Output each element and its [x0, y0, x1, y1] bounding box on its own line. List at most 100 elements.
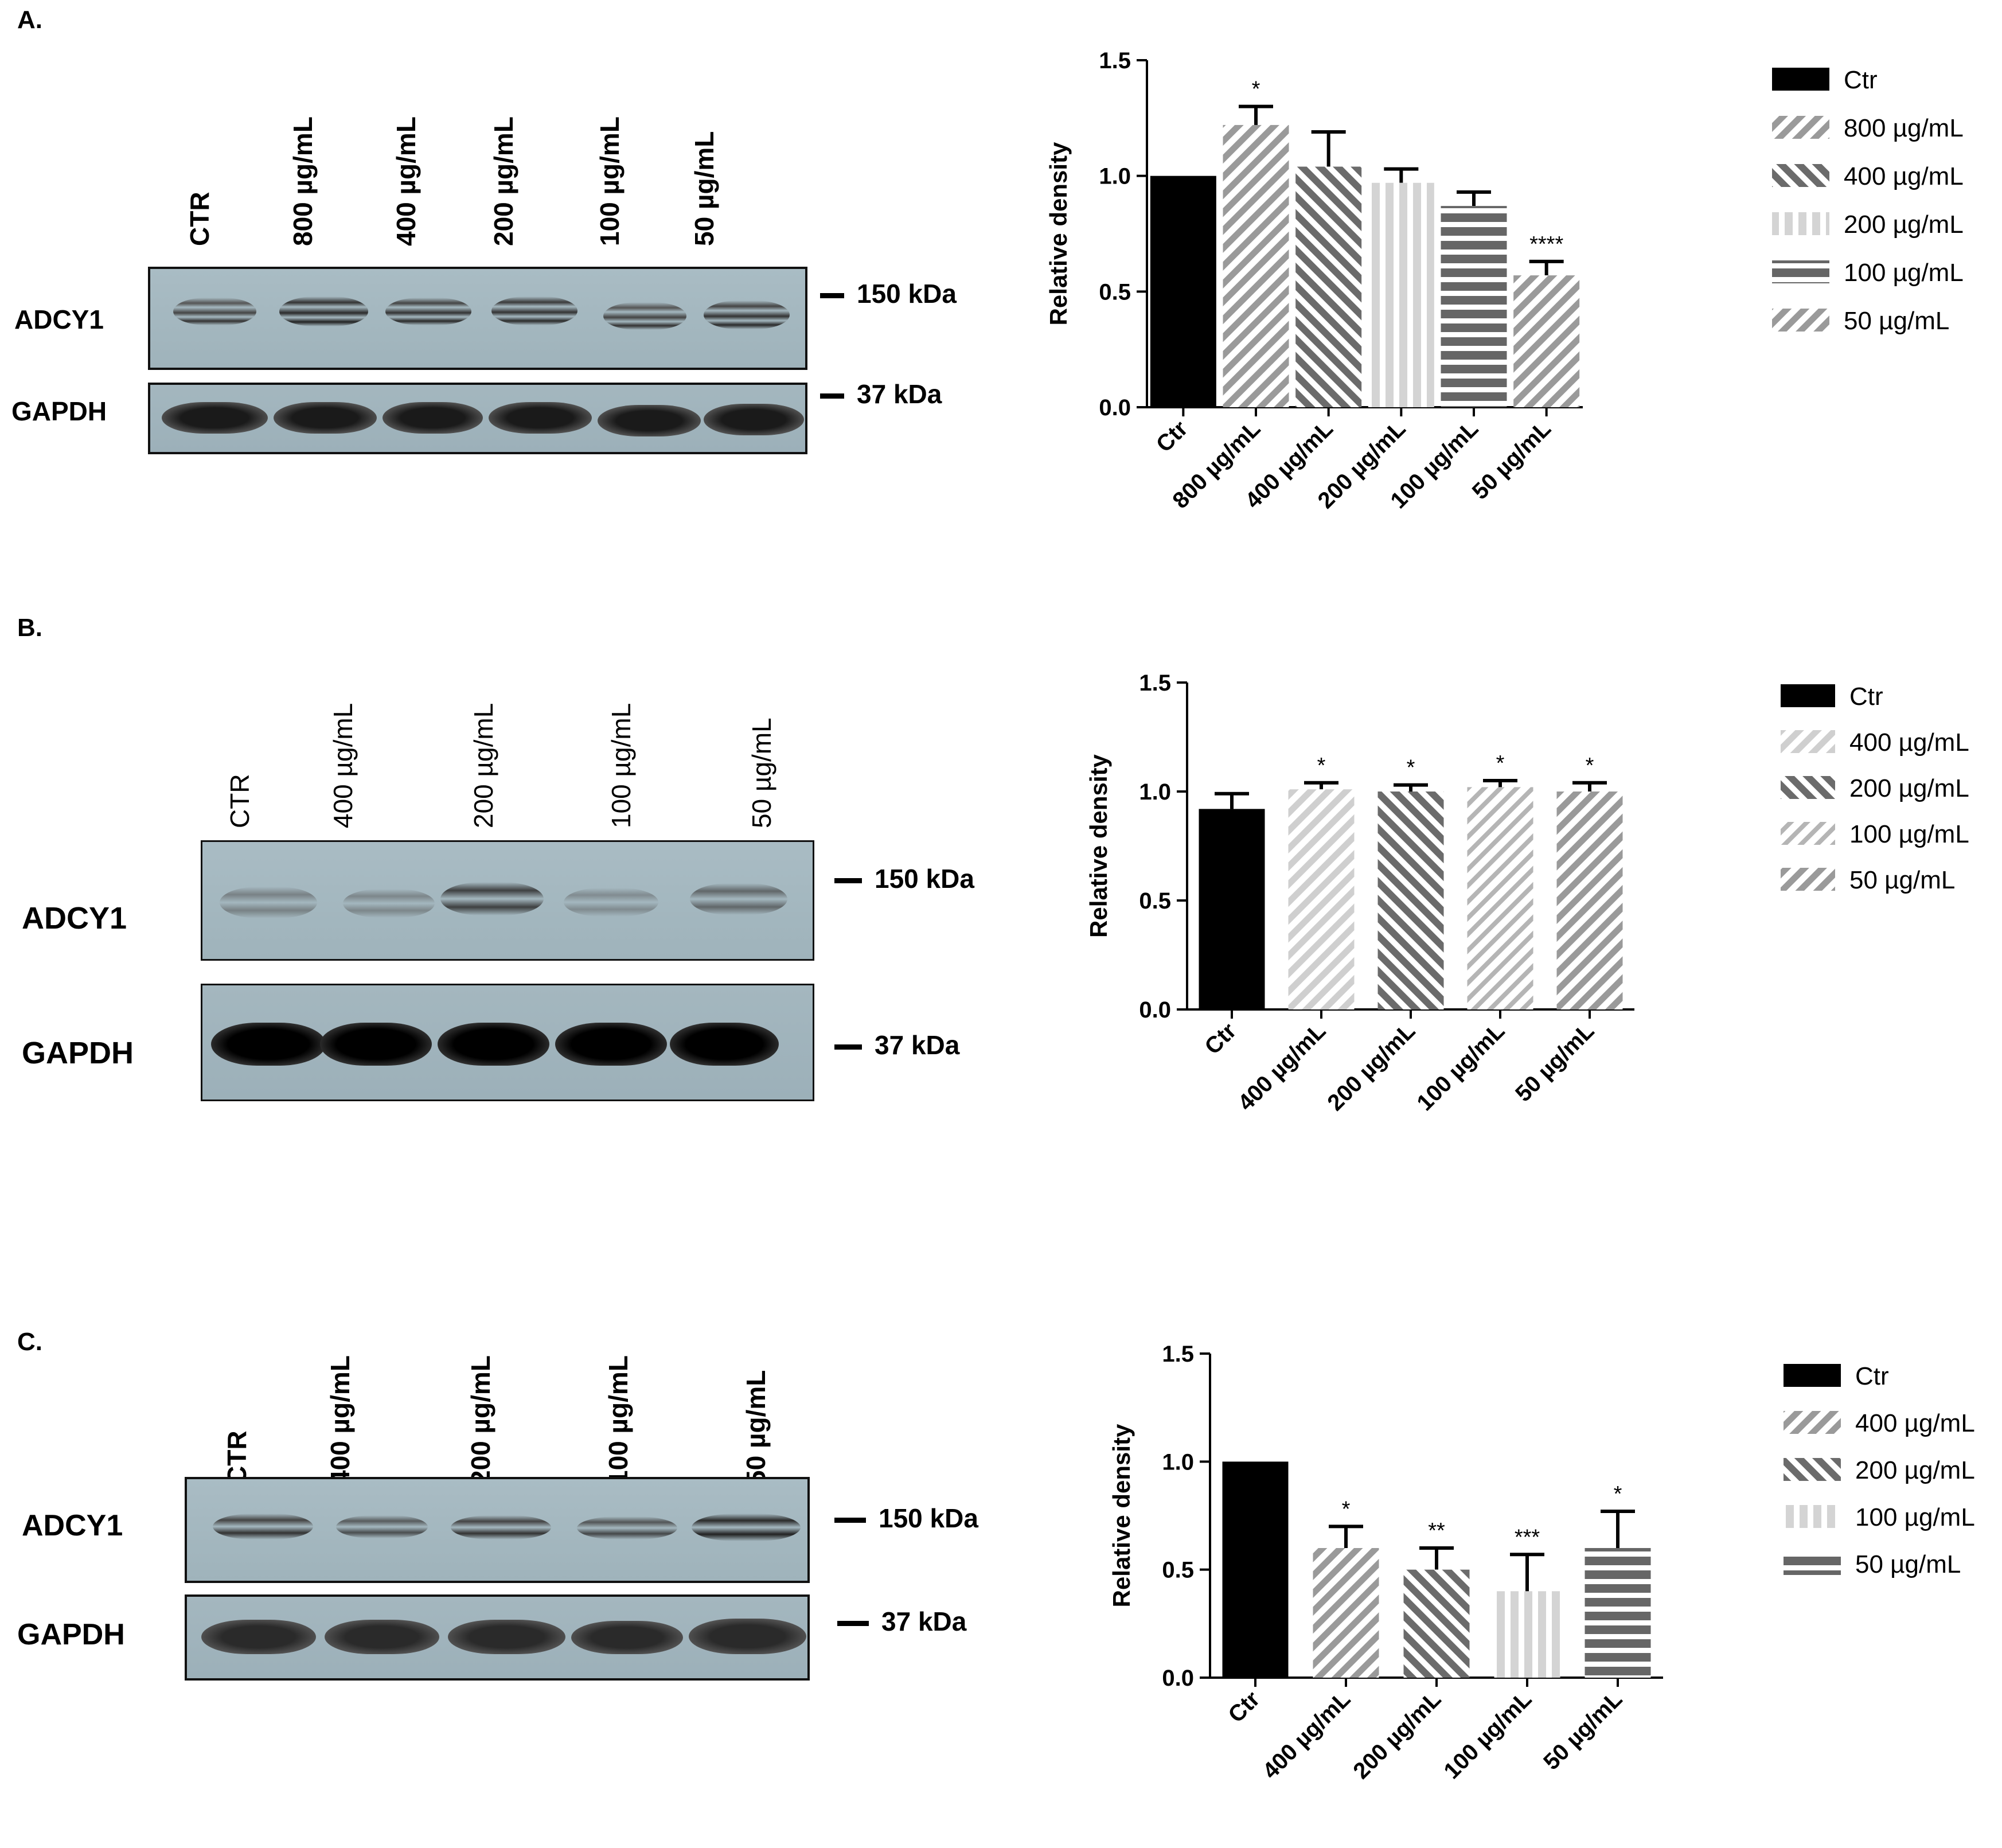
x-tick-label: 100 µg/mL [1412, 1018, 1509, 1116]
bar [1494, 1591, 1560, 1678]
panel-label: A. [17, 6, 42, 34]
legend-label: 200 µg/mL [1855, 1456, 1975, 1484]
legend-label: 200 µg/mL [1849, 774, 1969, 802]
x-tick-label: 50 µg/mL [1511, 1018, 1599, 1106]
bar [1513, 275, 1580, 407]
blot-adcy1 [185, 1477, 810, 1583]
chart-a: 0.0 0.5 1.0 1.5 Relative density Ctr * 800 µg/m… [1045, 48, 1964, 513]
panel-label: B. [17, 614, 42, 642]
panel-b: B. CTR 400 µg/mL 200 µg/mL 100 µg/mL 50 … [0, 608, 2002, 1227]
legend-label: 50 µg/mL [1855, 1550, 1961, 1578]
bar [1467, 787, 1533, 1009]
y-tick-label: 1.0 [1139, 779, 1171, 805]
bar [1223, 124, 1289, 407]
legend-label: 100 µg/mL [1844, 259, 1964, 287]
legend-swatch [1772, 212, 1829, 235]
legend-swatch [1772, 116, 1829, 139]
lane-label: 200 µg/mL [489, 116, 518, 246]
bar [1313, 1548, 1379, 1678]
y-tick-label: 1.5 [1139, 670, 1171, 696]
lane-label: CTR [185, 192, 214, 246]
protein-label-gapdh: GAPDH [11, 396, 107, 426]
legend-label: 400 µg/mL [1849, 728, 1969, 757]
marker-150kda: 150 kDa [820, 278, 957, 309]
legend-label: 200 µg/mL [1844, 210, 1964, 239]
x-tick-label: 200 µg/mL [1348, 1686, 1446, 1784]
legend-label: 100 µg/mL [1855, 1503, 1975, 1531]
protein-label-adcy1: ADCY1 [22, 1509, 123, 1542]
legend-swatch [1781, 684, 1835, 707]
marker-37kda: 37 kDa [834, 1030, 959, 1061]
lane-label: 50 µg/mL [747, 718, 776, 828]
panel-label: C. [17, 1328, 42, 1356]
significance-label: * [1342, 1497, 1351, 1521]
legend-label: 400 µg/mL [1844, 162, 1964, 190]
x-tick-label: Ctr [1223, 1686, 1265, 1728]
blot-adcy1 [201, 840, 814, 961]
y-tick-label: 1.0 [1099, 164, 1131, 189]
significance-label: ** [1428, 1519, 1445, 1543]
legend-label: Ctr [1849, 683, 1883, 711]
legend-swatch [1772, 68, 1829, 91]
y-tick-label: 0.0 [1099, 395, 1131, 420]
bar [1556, 792, 1623, 1009]
legend-swatch [1781, 822, 1835, 845]
y-axis-label: Relative density [1045, 142, 1072, 325]
legend-swatch [1781, 776, 1835, 799]
blot-gapdh [185, 1594, 810, 1681]
x-tick-label: 100 µg/mL [1439, 1686, 1536, 1784]
legend-swatch [1784, 1552, 1841, 1575]
y-tick-label: 0.0 [1162, 1666, 1194, 1691]
bar [1222, 1461, 1289, 1678]
bar [1441, 206, 1507, 407]
x-tick-label: 400 µg/mL [1233, 1018, 1330, 1116]
significance-label: * [1496, 751, 1505, 775]
significance-label: * [1407, 756, 1415, 780]
legend-label: Ctr [1844, 66, 1878, 94]
legend-label: 50 µg/mL [1849, 866, 1955, 894]
y-tick-label: 0.5 [1099, 279, 1131, 305]
protein-label-gapdh: GAPDH [17, 1618, 125, 1651]
panel-a: A. CTR 800 µg/mL 400 µg/mL 200 µg/mL 100… [0, 0, 2002, 596]
lane-label: 200 µg/mL [466, 1355, 495, 1485]
x-tick-label: 400 µg/mL [1258, 1686, 1355, 1784]
marker-37kda: 37 kDa [820, 379, 942, 410]
legend-swatch [1781, 868, 1835, 891]
significance-label: * [1252, 77, 1260, 102]
protein-label-adcy1: ADCY1 [22, 901, 127, 935]
significance-label: * [1614, 1482, 1622, 1506]
x-tick-label: Ctr [1200, 1018, 1241, 1059]
lane-label: 200 µg/mL [469, 703, 498, 828]
bar [1585, 1548, 1651, 1678]
y-tick-label: 0.0 [1139, 997, 1171, 1023]
legend-swatch [1781, 730, 1835, 753]
chart-c: 0.0 0.5 1.0 1.5 Relative density Ctr * 400 µg/m… [1108, 1342, 1975, 1784]
significance-label: **** [1529, 232, 1563, 256]
bar [1288, 789, 1355, 1009]
lane-label: 400 µg/mL [325, 1355, 355, 1485]
legend-label: 400 µg/mL [1855, 1409, 1975, 1437]
x-tick-label: 200 µg/mL [1322, 1018, 1420, 1116]
y-tick-label: 1.5 [1099, 48, 1131, 73]
x-tick-label: 50 µg/mL [1468, 416, 1556, 504]
lane-label: 800 µg/mL [288, 116, 318, 246]
x-tick-label: Ctr [1152, 416, 1193, 457]
legend-swatch [1784, 1505, 1841, 1528]
significance-label: *** [1515, 1525, 1540, 1549]
bar [1199, 809, 1265, 1009]
y-tick-label: 1.5 [1162, 1342, 1194, 1367]
y-tick-label: 0.5 [1162, 1558, 1194, 1583]
legend-label: Ctr [1855, 1362, 1889, 1390]
y-axis-label: Relative density [1085, 754, 1112, 937]
lane-label: CTR [225, 774, 255, 828]
legend-label: 800 µg/mL [1844, 114, 1964, 142]
bar [1377, 792, 1444, 1009]
significance-label: * [1586, 754, 1594, 778]
chart-b: 0.0 0.5 1.0 1.5 Relative density Ctr * 400 µg/m… [1085, 670, 1969, 1116]
legend-swatch [1784, 1411, 1841, 1434]
lane-label: 50 µg/mL [689, 131, 719, 246]
protein-label-adcy1: ADCY1 [14, 305, 104, 334]
lane-label: 100 µg/mL [595, 116, 625, 246]
marker-37kda: 37 kDa [837, 1606, 966, 1637]
x-tick-label: 50 µg/mL [1539, 1686, 1627, 1775]
